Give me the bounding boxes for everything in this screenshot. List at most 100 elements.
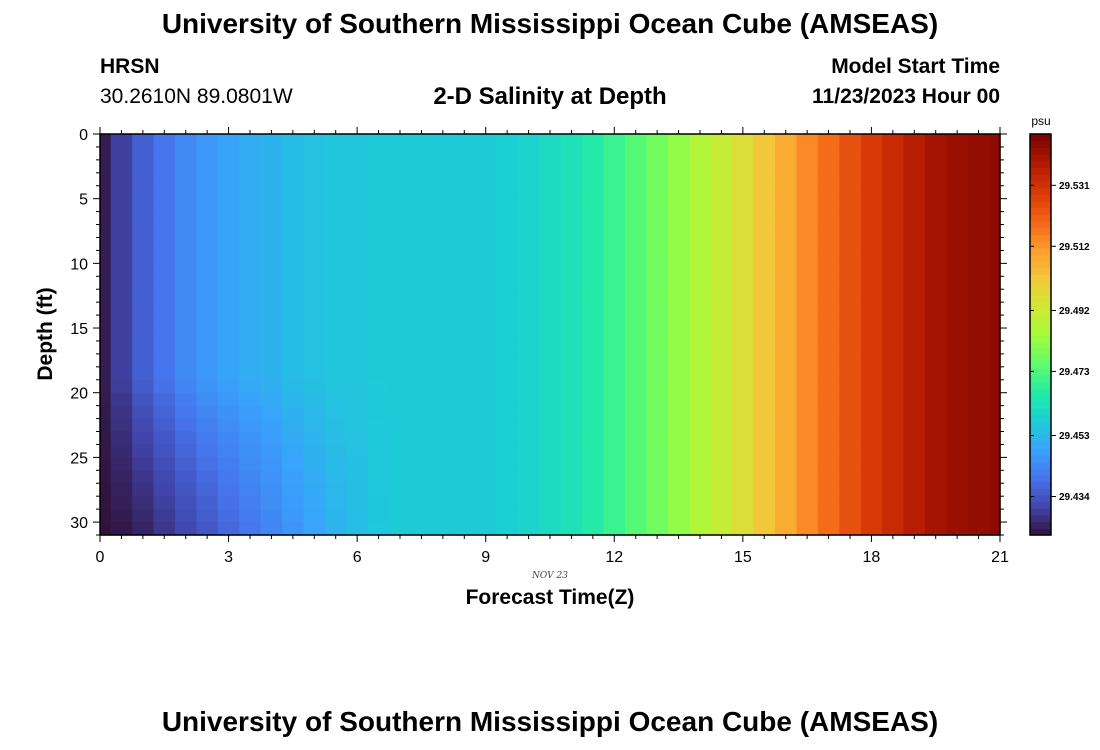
heatmap-cell [100,470,112,484]
heatmap-cell [925,185,948,200]
x-tick-label: 9 [481,549,490,566]
heatmap-cell [303,379,326,394]
heatmap-cell [989,172,1001,187]
x-tick-label: 18 [863,549,881,566]
heatmap-cell [625,134,648,148]
heatmap-cell [282,159,305,174]
heatmap-cell [560,302,583,316]
heatmap-cell [153,237,176,252]
heatmap-cell [496,444,519,458]
heatmap-cell [625,431,648,446]
heatmap-cell [560,431,583,446]
heatmap-cell [732,263,755,277]
heatmap-cell [560,146,583,161]
heatmap-cell [903,431,926,446]
heatmap-cell [153,302,176,316]
heatmap-cell [303,198,326,213]
heatmap-cell [110,134,133,148]
heatmap-cell [303,172,326,187]
heatmap-cell [239,172,262,187]
heatmap-cell [903,172,926,187]
y-tick-label: 20 [70,386,88,403]
heatmap-cell [732,276,755,290]
heatmap-cell [175,134,198,148]
heatmap-cell [539,263,562,277]
heatmap-cell [303,185,326,200]
heatmap-cell [646,237,669,252]
heatmap-cell [282,276,305,290]
heatmap-cell [946,237,969,252]
heatmap-cell [325,392,348,407]
heatmap-cell [217,198,240,213]
heatmap-cell [110,250,133,264]
heatmap-cell [153,289,176,303]
y-tick-label: 5 [79,192,88,209]
heatmap-cell [346,418,369,433]
heatmap-cell [882,237,905,252]
heatmap-cell [582,483,605,497]
heatmap-cell [239,522,262,536]
heatmap-cell [710,328,733,342]
heatmap-cell [603,457,626,471]
heatmap-cell [367,302,390,316]
heatmap-cell [517,315,540,329]
heatmap-cell [217,392,240,407]
heatmap-cell [132,379,155,394]
heatmap-cell [389,509,412,523]
heatmap-cell [989,496,1001,510]
heatmap-cell [367,392,390,407]
heatmap-cell [796,185,819,200]
heatmap-cell [689,353,712,368]
heatmap-cell [132,237,155,252]
heatmap-cell [475,366,498,381]
heatmap-cell [453,185,476,200]
heatmap-cell [432,198,455,213]
heatmap-cell [560,185,583,200]
heatmap-cell [603,392,626,407]
heatmap-cell [667,483,690,497]
heatmap-cell [946,302,969,316]
heatmap-cell [732,483,755,497]
heatmap-cell [539,340,562,355]
heatmap-cell [496,483,519,497]
colorbar-segment [1030,254,1051,262]
heatmap-cell [325,263,348,277]
colorbar-segment [1030,354,1051,362]
heatmap-cell [882,289,905,303]
heatmap-cell [153,159,176,174]
heatmap-cell [260,392,283,407]
heatmap-cell [110,146,133,161]
heatmap-cell [625,211,648,226]
heatmap-cell [882,211,905,226]
heatmap-cell [110,185,133,200]
heatmap-cell [367,276,390,290]
heatmap-cell [560,522,583,536]
heatmap-cell [517,444,540,458]
heatmap-cell [689,276,712,290]
heatmap-cell [560,159,583,174]
heatmap-cell [475,405,498,420]
heatmap-cell [432,289,455,303]
heatmap-cell [732,522,755,536]
heatmap-cell [946,198,969,213]
heatmap-cell [196,379,219,394]
heatmap-cell [989,315,1001,329]
heatmap-cell [175,146,198,161]
heatmap-cell [325,134,348,148]
heatmap-cell [153,198,176,213]
heatmap-cell [796,496,819,510]
heatmap-cell [903,379,926,394]
heatmap-cell [989,418,1001,433]
heatmap-cell [175,198,198,213]
heatmap-cell [796,211,819,226]
heatmap-cell [432,379,455,394]
heatmap-cell [946,134,969,148]
heatmap-cell [153,353,176,368]
heatmap-cell [475,302,498,316]
heatmap-cell [475,276,498,290]
heatmap-cell [732,353,755,368]
heatmap-cell [496,457,519,471]
heatmap-cell [582,522,605,536]
heatmap-cell [667,134,690,148]
heatmap-cell [882,328,905,342]
